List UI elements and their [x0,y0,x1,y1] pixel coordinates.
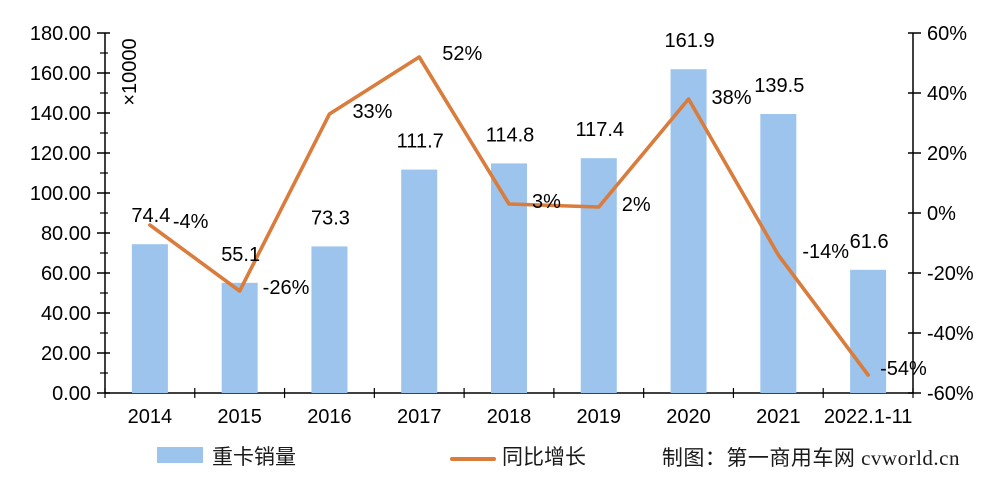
line-value-label: -26% [263,277,310,299]
left-axis-tick-label: 40.00 [41,303,91,325]
x-axis-category-label: 2018 [487,406,532,428]
right-axis-tick-label: 20% [927,143,967,165]
bar [221,282,258,393]
bar-legend-label: 重卡销量 [212,445,296,469]
bar-value-label: 139.5 [754,75,804,97]
line-value-label: 52% [442,43,482,65]
line-value-label: -14% [802,241,849,263]
left-axis-tick-label: 0.00 [52,383,91,405]
line-value-label: -4% [173,211,209,233]
right-axis-tick-label: -40% [927,323,974,345]
left-axis-tick-label: 160.00 [30,63,91,85]
left-axis-tick-label: 180.00 [30,23,91,45]
left-axis-tick-label: 100.00 [30,183,91,205]
bar-value-label: 73.3 [311,207,350,229]
x-axis-category-label: 2016 [307,406,352,428]
x-axis-category-label: 2014 [128,406,173,428]
x-axis-category-label: 2015 [217,406,262,428]
line-value-label: -54% [880,358,927,380]
bar [580,158,617,393]
x-axis-category-label: 2020 [666,406,711,428]
left-axis-tick-label: 140.00 [30,103,91,125]
bar-data-labels: 74.4 55.1 73.3 111.7 114.8 117.4 161.9 139.5 61.… [131,30,888,266]
line-value-label: 38% [712,87,752,109]
bar [131,244,168,393]
left-axis-tick-label: 60.00 [41,263,91,285]
bar-value-label: 161.9 [665,30,715,52]
line-legend-swatch [450,457,496,461]
line-data-labels: -4% -26% 33% 52% 3% 2% 38% -14% -54% [173,43,927,380]
right-axis-tick-label: 0% [927,203,956,225]
x-axis-category-label: 2019 [577,406,622,428]
x-axis-category-label: 2022.1-11 [824,406,913,428]
line-legend-label: 同比增长 [502,445,586,469]
bar [491,163,527,393]
x-axis-category-label: 2021 [756,406,801,428]
left-axis-unit-label: ×10000 [119,38,141,105]
bar-series [131,69,887,393]
bar-value-label: 74.4 [131,205,170,227]
credit-text: 制图：第一商用车网 cvworld.cn [661,446,960,470]
axes: 180.00 160.00 140.00 120.00 100.00 80.00 60.00… [30,23,974,428]
bar-legend-swatch [157,447,203,463]
left-axis-tick-label: 20.00 [41,343,91,365]
plot-area: 180.00 160.00 140.00 120.00 100.00 80.00 60.00… [30,23,974,428]
right-axis-tick-label: -20% [927,263,974,285]
bar [311,246,348,393]
left-axis-tick-label: 80.00 [41,223,91,245]
x-axis-category-label: 2017 [397,406,442,428]
line-value-label: 2% [622,194,651,216]
right-axis-tick-label: 60% [927,23,967,45]
bar-value-label: 111.7 [397,131,444,153]
line-value-label: 33% [352,101,392,123]
left-axis-tick-label: 120.00 [30,143,91,165]
bar-value-label: 117.4 [575,119,624,141]
bar-value-label: 61.6 [850,231,889,253]
bar-value-label: 55.1 [221,244,260,266]
bar [401,169,438,393]
line-series [148,55,870,377]
bar-value-label: 114.8 [486,124,535,146]
line-value-label: 3% [532,191,561,213]
right-axis-tick-label: 40% [927,83,967,105]
right-axis-tick-label: -60% [927,383,974,405]
